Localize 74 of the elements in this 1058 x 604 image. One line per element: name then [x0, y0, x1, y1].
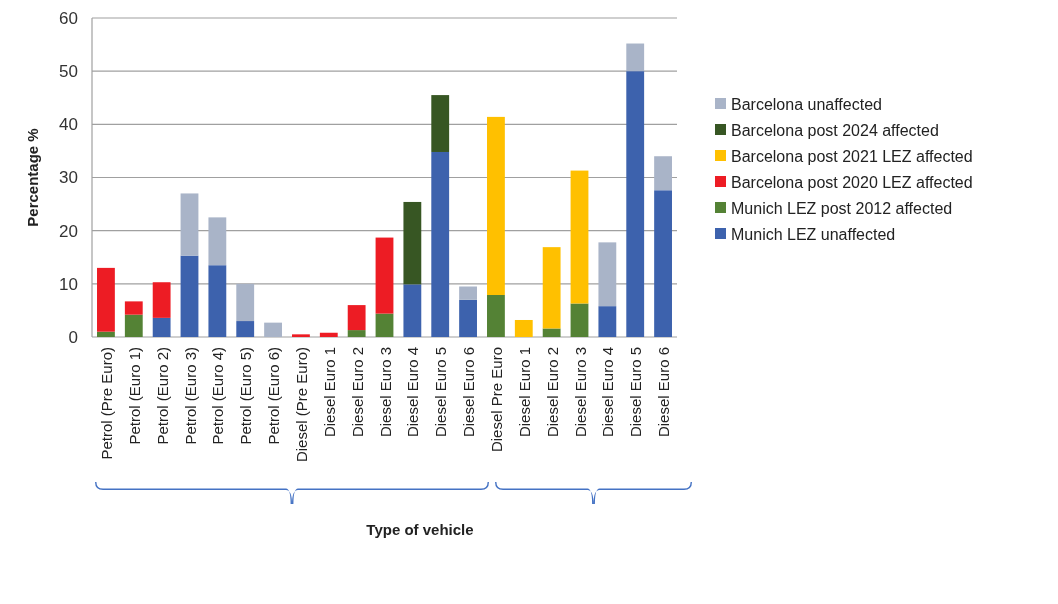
- bar: [459, 286, 477, 300]
- x-tick-label: Diesel Pre Euro: [487, 347, 505, 453]
- x-tick-label: Diesel Euro 4: [404, 347, 422, 438]
- x-tick-label: Diesel Euro 5: [432, 347, 450, 438]
- legend-label: Munich LEZ unaffected: [731, 225, 896, 243]
- y-tick-label: 0: [68, 327, 78, 347]
- bar: [375, 313, 394, 337]
- x-tick-label: Diesel Euro 4: [599, 347, 617, 438]
- bar: [180, 255, 199, 337]
- y-axis-title: Percentage %: [24, 128, 41, 227]
- bar: [487, 116, 505, 295]
- bar: [124, 314, 143, 337]
- bar: [654, 190, 672, 337]
- bar: [152, 317, 171, 337]
- legend-label: Barcelona post 2021 LEZ affected: [731, 147, 973, 165]
- x-tick-label: Petrol (Euro 1): [125, 347, 143, 445]
- bar: [97, 267, 115, 332]
- x-tick-label: Petrol (Euro 2): [153, 347, 171, 445]
- bar: [375, 237, 394, 314]
- x-axis-title: Type of vehicle: [366, 521, 474, 538]
- bar: [514, 319, 533, 337]
- x-tick-label: Diesel Euro 6: [460, 347, 478, 438]
- x-tick-label: Petrol (Euro 5): [237, 347, 255, 445]
- bar: [208, 265, 227, 337]
- y-tick-label: 20: [59, 221, 78, 241]
- bar: [403, 201, 422, 285]
- bar: [431, 151, 450, 337]
- bar: [654, 156, 672, 191]
- legend-label: Barcelona post 2020 LEZ affected: [731, 173, 973, 191]
- bar: [264, 322, 282, 337]
- bar: [431, 95, 450, 152]
- x-tick-label: Petrol (Euro 4): [209, 347, 227, 445]
- x-tick-label: Petrol (Euro 3): [181, 347, 199, 445]
- x-tick-label: Petrol (Pre Euro): [97, 347, 115, 460]
- y-tick-label: 40: [59, 115, 78, 135]
- y-tick-label: 60: [59, 8, 78, 28]
- bar: [487, 295, 505, 337]
- bar: [152, 282, 171, 318]
- bar: [319, 332, 338, 337]
- bar: [542, 247, 561, 329]
- x-tick-label: Diesel Euro 1: [320, 347, 338, 438]
- bar: [459, 299, 477, 337]
- bar: [347, 330, 366, 337]
- x-tick-label: Diesel Euro 3: [376, 347, 394, 438]
- bar: [626, 71, 645, 337]
- x-tick-label: Diesel Euro 3: [571, 347, 589, 438]
- x-tick-label: Diesel Euro 1: [515, 347, 533, 438]
- x-tick-label: Diesel Euro 2: [543, 347, 561, 438]
- bar: [97, 331, 115, 337]
- bar: [626, 43, 645, 72]
- bar: [598, 242, 617, 307]
- bar: [292, 334, 310, 337]
- bar: [542, 328, 561, 337]
- legend-label: Munich LEZ post 2012 affected: [731, 199, 953, 217]
- x-tick-label: Diesel Euro 5: [627, 347, 645, 438]
- bar: [347, 305, 366, 331]
- bar: [403, 284, 422, 337]
- y-tick-label: 50: [59, 62, 78, 82]
- bar: [124, 301, 143, 315]
- bar: [570, 170, 589, 304]
- bar: [598, 306, 617, 337]
- bar: [570, 303, 589, 337]
- bar: [236, 283, 255, 322]
- bar: [236, 321, 255, 337]
- bar: [208, 217, 227, 266]
- bar: [180, 193, 199, 256]
- y-tick-label: 10: [59, 274, 78, 294]
- legend-label: Barcelona post 2024 affected: [731, 121, 939, 139]
- y-tick-label: 30: [59, 168, 78, 188]
- x-tick-label: Petrol (Euro 6): [265, 347, 283, 445]
- legend-label: Barcelona unaffected: [731, 95, 882, 113]
- x-tick-label: Diesel Euro 2: [348, 347, 366, 438]
- x-tick-label: Diesel (Pre Euro): [292, 347, 310, 463]
- x-tick-label: Diesel Euro 6: [655, 347, 673, 438]
